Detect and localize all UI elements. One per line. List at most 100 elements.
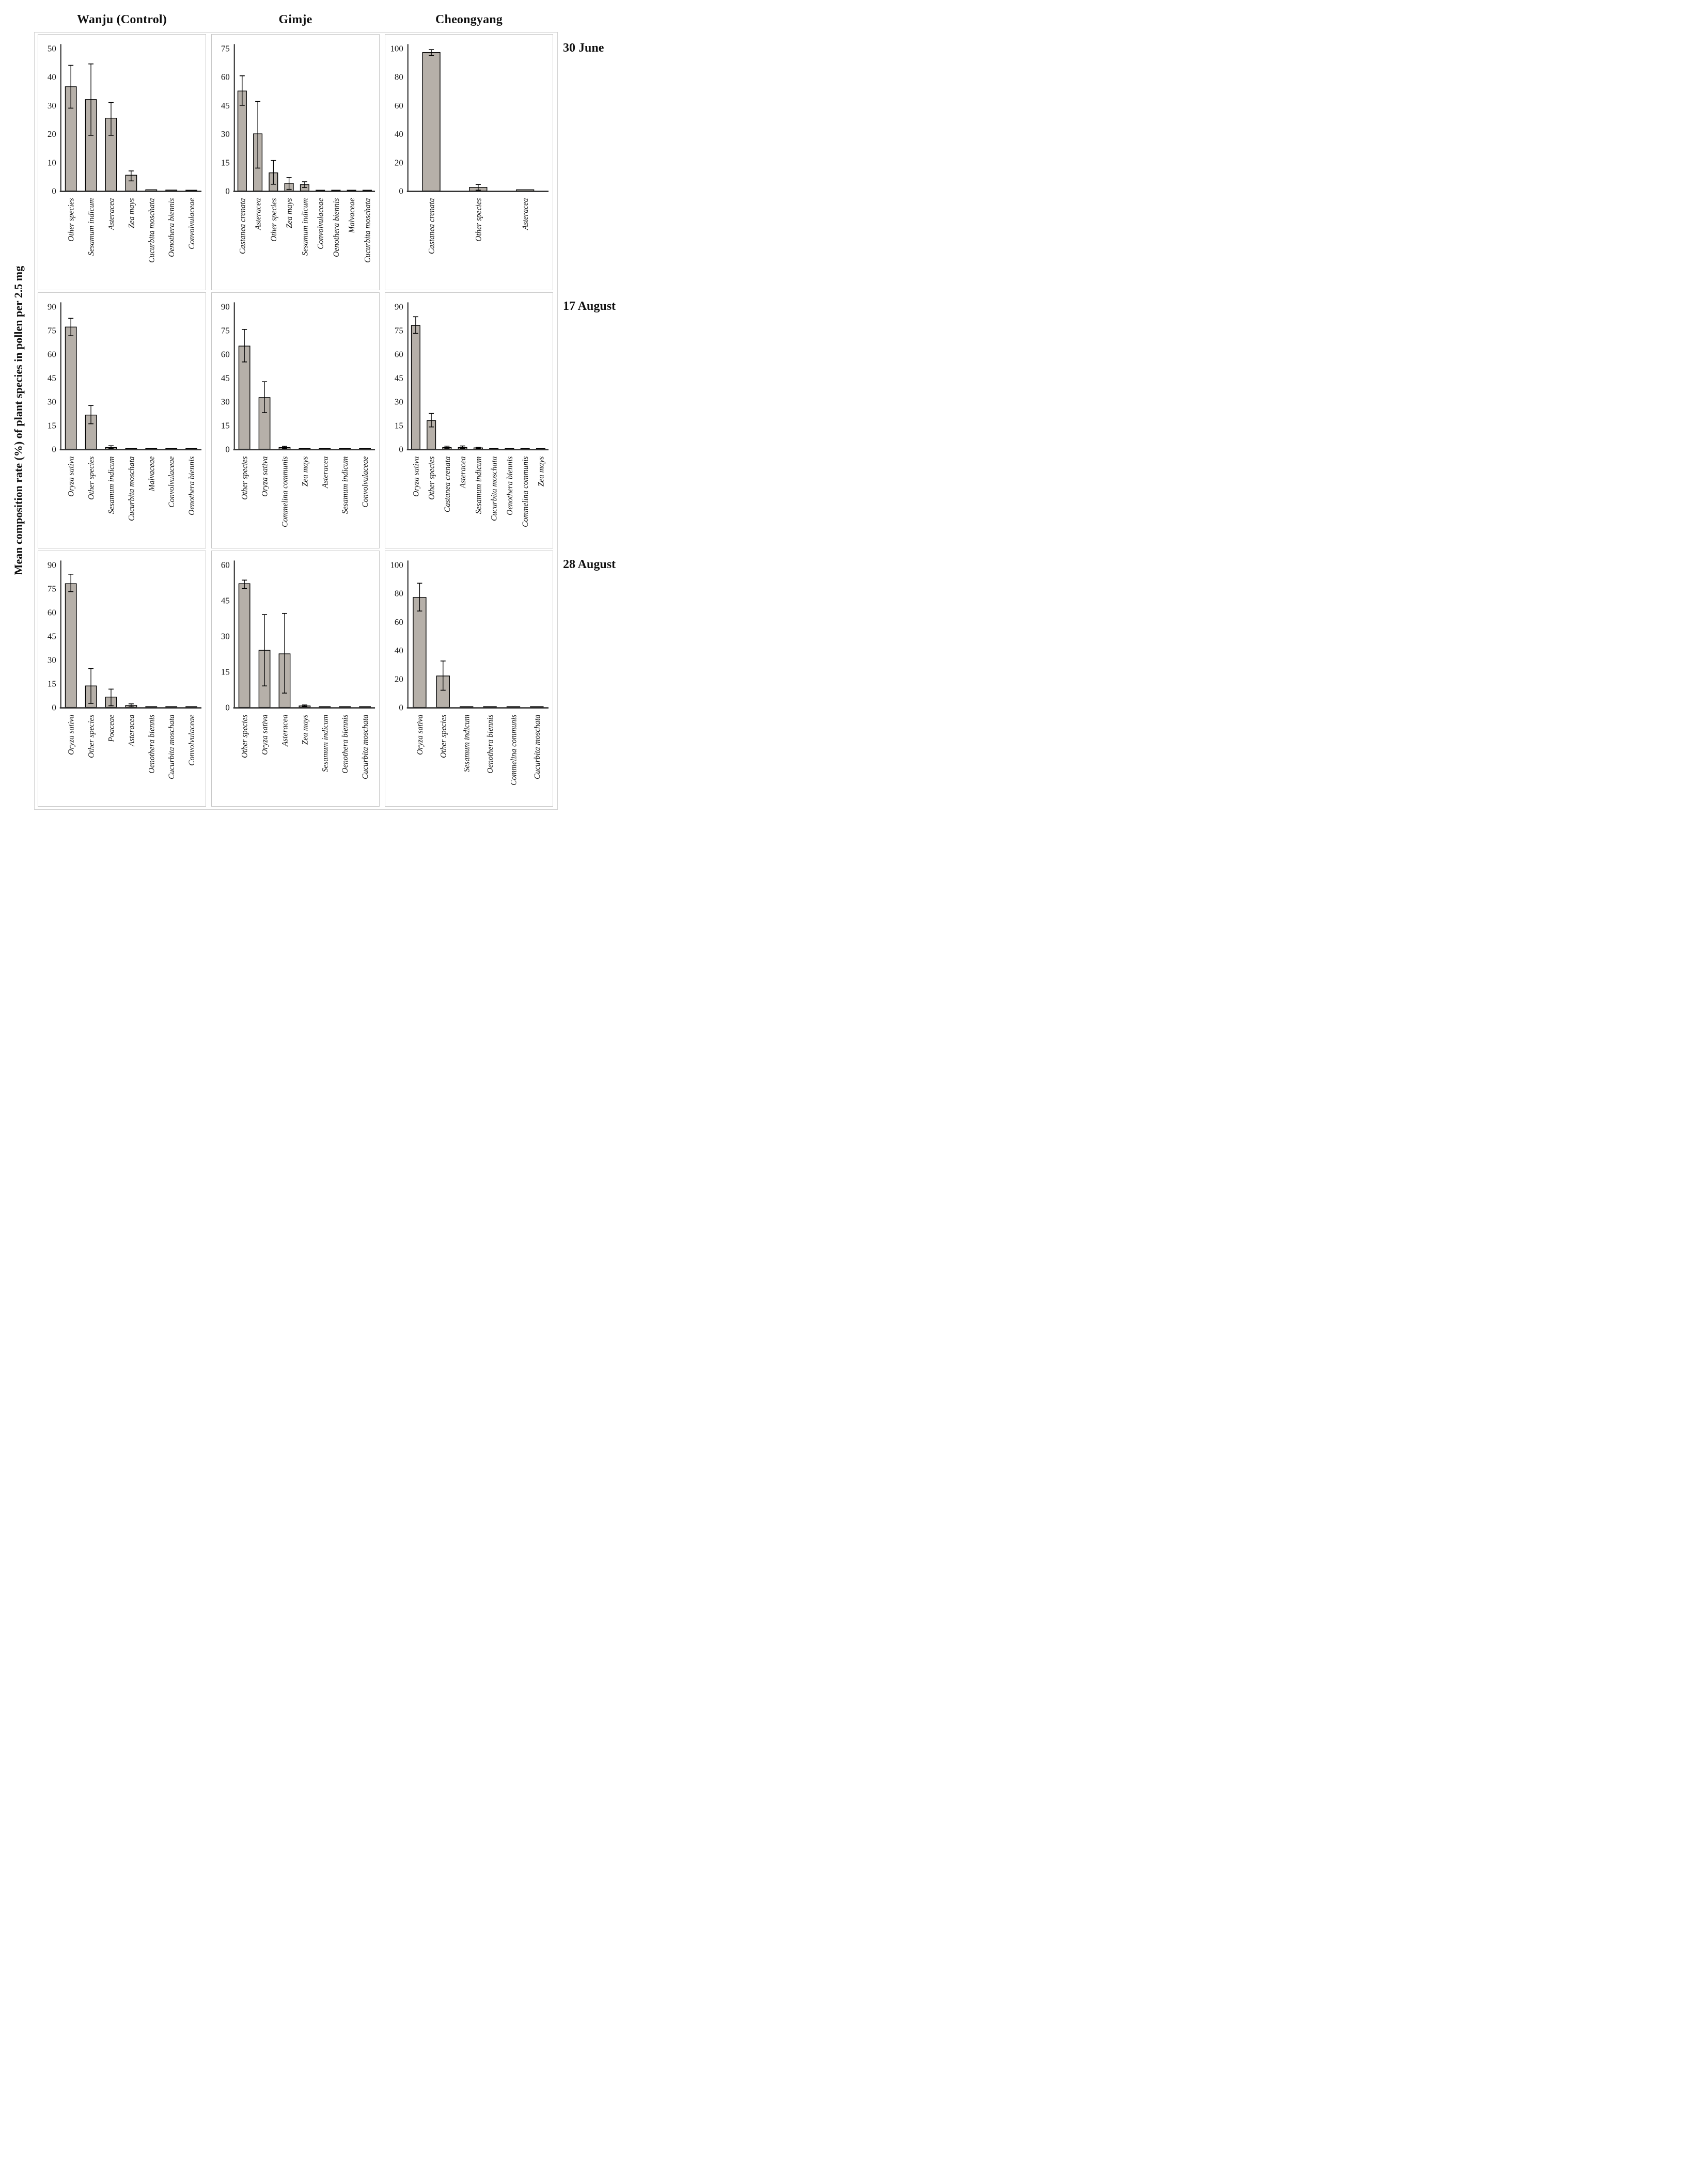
y-tick-label: 60	[48, 607, 56, 617]
category-label: Castanea crenata	[238, 198, 247, 254]
chart-canvas: 0 10 20 30 40 50 Other species Sesamum indicum A…	[48, 43, 202, 263]
y-tick-label: 30	[48, 101, 56, 111]
category-label: Zea mays	[301, 715, 309, 745]
category-label: Sesamum indicum	[107, 457, 116, 514]
category-label: Asteracea	[107, 198, 116, 230]
y-tick-label: 60	[395, 617, 403, 627]
y-tick-label: 30	[221, 129, 230, 139]
y-tick-label: 30	[48, 655, 56, 665]
y-tick-label: 10	[48, 158, 56, 167]
y-tick-label: 30	[48, 397, 56, 407]
y-tick-label: 15	[48, 679, 56, 689]
y-tick-label: 20	[48, 129, 56, 139]
category-label: Oenothera biennis	[167, 198, 176, 257]
column-header-gimje: Gimje	[278, 12, 312, 26]
y-tick-label: 0	[225, 186, 229, 196]
chart-canvas: 0 20 40 60 80 100 Oryza sativa Other species Ses…	[390, 560, 549, 786]
category-label: Commelina communis	[509, 715, 518, 786]
y-tick-label: 50	[48, 43, 56, 53]
y-tick-label: 30	[395, 397, 403, 407]
column-header-cheongyang: Cheongyang	[435, 12, 503, 26]
category-label: Oenothera biennis	[506, 457, 514, 515]
chart-canvas: 0 15 30 45 60 75 90 Oryza sativa Other species Ca…	[395, 302, 549, 527]
row-label-17-august: 17 August	[563, 300, 616, 313]
y-tick-label: 15	[221, 667, 230, 677]
y-tick-label: 45	[221, 595, 230, 605]
y-tick-label: 0	[225, 703, 229, 713]
y-tick-label: 75	[221, 325, 230, 335]
category-label: Cucurbita moschata	[147, 198, 156, 263]
y-tick-label: 75	[48, 325, 56, 335]
y-tick-label: 40	[48, 72, 56, 82]
y-tick-label: 45	[221, 373, 230, 383]
y-tick-label: 40	[395, 646, 403, 655]
chart-panel: 0 15 30 45 60 Other species Oryza sativa Astera…	[211, 551, 380, 807]
category-label: Other species	[241, 715, 249, 758]
chart-panel: 0 15 30 45 60 75 90 Other species Oryza sativa Co…	[211, 292, 380, 548]
category-label: Poaceae	[107, 714, 116, 742]
category-label: Other species	[241, 457, 249, 500]
bar	[413, 597, 427, 708]
y-tick-label: 0	[399, 703, 403, 713]
chart-panel: 0 10 20 30 40 50 Other species Sesamum indicum A…	[38, 34, 206, 290]
category-label: Oenothera biennis	[486, 715, 495, 774]
category-label: Oryza sativa	[261, 714, 270, 755]
y-axis-title-cell: Mean composition rate (%) of plant speci…	[2, 33, 35, 808]
category-label: Sesamum indicum	[321, 715, 330, 773]
y-tick-label: 90	[48, 560, 56, 570]
category-label: Sesamum indicum	[463, 715, 472, 773]
category-label: Other species	[428, 457, 436, 500]
y-axis-title: Mean composition rate (%) of plant speci…	[12, 265, 25, 575]
category-label: Cucurbita moschata	[127, 456, 136, 521]
category-label: Sesamum indicum	[301, 198, 309, 256]
category-label: Cucurbita moschata	[167, 714, 176, 779]
category-label: Convolvulaceae	[317, 198, 325, 249]
y-tick-label: 0	[52, 186, 56, 196]
category-label: Convolvulaceae	[187, 198, 196, 249]
column-header-wanju: Wanju (Control)	[77, 12, 167, 26]
y-tick-label: 60	[221, 560, 230, 570]
y-tick-label: 45	[221, 101, 230, 111]
y-tick-label: 0	[399, 186, 403, 196]
bar	[65, 326, 77, 450]
y-tick-label: 15	[221, 158, 230, 167]
y-tick-label: 45	[395, 373, 403, 383]
y-tick-label: 45	[48, 631, 56, 641]
category-label: Commelina communis	[521, 457, 530, 527]
chart-canvas: 0 15 30 45 60 75 90 Other species Oryza sativa Co…	[221, 302, 375, 527]
y-tick-label: 75	[48, 584, 56, 593]
row-label-28-august: 28 August	[563, 558, 616, 571]
y-tick-label: 80	[395, 72, 403, 82]
category-label: Oryza sativa	[67, 714, 76, 755]
category-label: Oenothera biennis	[341, 715, 350, 774]
category-label: Zea mays	[285, 198, 294, 229]
category-label: Asteracea	[521, 198, 530, 230]
category-label: Asteracea	[321, 456, 330, 489]
y-tick-label: 75	[395, 325, 403, 335]
y-tick-label: 60	[48, 349, 56, 359]
category-label: Asteracea	[254, 198, 263, 230]
category-label: Convolvulaceae	[361, 456, 370, 507]
y-tick-label: 60	[221, 349, 230, 359]
y-tick-label: 15	[221, 421, 230, 431]
y-tick-label: 90	[48, 302, 56, 311]
chart-panel: 0 15 30 45 60 75 90 Oryza sativa Other species Po…	[38, 551, 206, 807]
category-label: Oryza sativa	[261, 456, 270, 497]
y-tick-label: 80	[395, 589, 403, 599]
category-label: Oryza sativa	[416, 714, 425, 755]
y-tick-label: 60	[395, 101, 403, 111]
chart-canvas: 0 15 30 45 60 75 90 Oryza sativa Other species Se…	[48, 302, 202, 521]
category-label: Other species	[87, 457, 96, 500]
category-label: Malvaceae	[348, 198, 356, 233]
category-label: Asteracea	[280, 714, 289, 747]
category-label: Cucurbita moschata	[363, 198, 372, 263]
bar	[422, 52, 441, 192]
category-label: Cucurbita moschata	[533, 714, 542, 779]
y-tick-label: 45	[48, 373, 56, 383]
chart-panel: 0 15 30 45 60 75 Castanea crenata Asteracea Othe…	[211, 34, 380, 290]
y-tick-label: 30	[221, 397, 230, 407]
y-tick-label: 40	[395, 129, 403, 139]
category-label: Castanea crenata	[443, 456, 452, 512]
category-label: Sesamum indicum	[341, 457, 350, 514]
y-tick-label: 60	[221, 72, 230, 82]
